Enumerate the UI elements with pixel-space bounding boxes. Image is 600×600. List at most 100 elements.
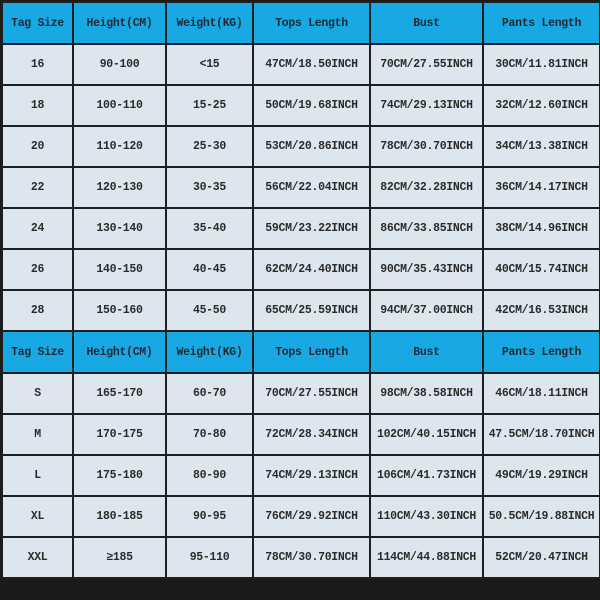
cell-weight: <15 xyxy=(165,43,254,86)
header-height: Height(CM) xyxy=(72,330,167,374)
header-tops-length: Tops Length xyxy=(252,1,371,45)
cell-tag-size: 26 xyxy=(1,248,74,291)
cell-tops-length: 76CM/29.92INCH xyxy=(252,495,371,538)
cell-bust: 98CM/38.58INCH xyxy=(369,372,484,415)
cell-pants-length: 50.5CM/19.88INCH xyxy=(482,495,600,538)
cell-weight: 95-110 xyxy=(165,536,254,579)
cell-weight: 90-95 xyxy=(165,495,254,538)
cell-bust: 90CM/35.43INCH xyxy=(369,248,484,291)
cell-tops-length: 74CM/29.13INCH xyxy=(252,454,371,497)
header-pants-length: Pants Length xyxy=(482,330,600,374)
header-tag-size: Tag Size xyxy=(1,330,74,374)
adult-header-row: Tag Size Height(CM) Weight(KG) Tops Length B… xyxy=(1,330,600,374)
cell-tag-size: L xyxy=(1,454,74,497)
cell-weight: 35-40 xyxy=(165,207,254,250)
header-weight: Weight(KG) xyxy=(165,1,254,45)
cell-height: 100-110 xyxy=(72,84,167,127)
cell-tag-size: M xyxy=(1,413,74,456)
header-tops-length: Tops Length xyxy=(252,330,371,374)
cell-tops-length: 72CM/28.34INCH xyxy=(252,413,371,456)
cell-height: ≥185 xyxy=(72,536,167,579)
table-row: 26 140-150 40-45 62CM/24.40INCH 90CM/35.43IN… xyxy=(1,248,600,291)
size-table: Tag Size Height(CM) Weight(KG) Tops Length B… xyxy=(1,1,600,579)
cell-height: 170-175 xyxy=(72,413,167,456)
cell-tops-length: 70CM/27.55INCH xyxy=(252,372,371,415)
cell-pants-length: 42CM/16.53INCH xyxy=(482,289,600,332)
cell-bust: 86CM/33.85INCH xyxy=(369,207,484,250)
cell-bust: 114CM/44.88INCH xyxy=(369,536,484,579)
cell-height: 175-180 xyxy=(72,454,167,497)
cell-bust: 78CM/30.70INCH xyxy=(369,125,484,168)
cell-bust: 102CM/40.15INCH xyxy=(369,413,484,456)
table-row: 16 90-100 <15 47CM/18.50INCH 70CM/27.55INCH 3… xyxy=(1,43,600,86)
cell-tag-size: 16 xyxy=(1,43,74,86)
cell-tag-size: 24 xyxy=(1,207,74,250)
cell-pants-length: 52CM/20.47INCH xyxy=(482,536,600,579)
table-row: 20 110-120 25-30 53CM/20.86INCH 78CM/30.70IN… xyxy=(1,125,600,168)
header-height: Height(CM) xyxy=(72,1,167,45)
table-row: 18 100-110 15-25 50CM/19.68INCH 74CM/29.13IN… xyxy=(1,84,600,127)
cell-height: 180-185 xyxy=(72,495,167,538)
header-pants-length: Pants Length xyxy=(482,1,600,45)
cell-tops-length: 53CM/20.86INCH xyxy=(252,125,371,168)
cell-pants-length: 49CM/19.29INCH xyxy=(482,454,600,497)
cell-height: 90-100 xyxy=(72,43,167,86)
cell-bust: 94CM/37.00INCH xyxy=(369,289,484,332)
cell-weight: 25-30 xyxy=(165,125,254,168)
cell-tag-size: XL xyxy=(1,495,74,538)
cell-tops-length: 50CM/19.68INCH xyxy=(252,84,371,127)
cell-weight: 15-25 xyxy=(165,84,254,127)
table-row: XL 180-185 90-95 76CM/29.92INCH 110CM/43.30I… xyxy=(1,495,600,538)
cell-tops-length: 47CM/18.50INCH xyxy=(252,43,371,86)
cell-tag-size: 20 xyxy=(1,125,74,168)
cell-pants-length: 32CM/12.60INCH xyxy=(482,84,600,127)
header-tag-size: Tag Size xyxy=(1,1,74,45)
cell-height: 120-130 xyxy=(72,166,167,209)
cell-bust: 70CM/27.55INCH xyxy=(369,43,484,86)
cell-pants-length: 30CM/11.81INCH xyxy=(482,43,600,86)
table-row: 28 150-160 45-50 65CM/25.59INCH 94CM/37.00IN… xyxy=(1,289,600,332)
cell-height: 130-140 xyxy=(72,207,167,250)
cell-pants-length: 38CM/14.96INCH xyxy=(482,207,600,250)
cell-height: 110-120 xyxy=(72,125,167,168)
cell-tag-size: 28 xyxy=(1,289,74,332)
cell-bust: 74CM/29.13INCH xyxy=(369,84,484,127)
kids-header-row: Tag Size Height(CM) Weight(KG) Tops Length B… xyxy=(1,1,600,45)
cell-bust: 106CM/41.73INCH xyxy=(369,454,484,497)
cell-tag-size: S xyxy=(1,372,74,415)
cell-tag-size: 22 xyxy=(1,166,74,209)
header-bust: Bust xyxy=(369,330,484,374)
cell-pants-length: 34CM/13.38INCH xyxy=(482,125,600,168)
cell-weight: 40-45 xyxy=(165,248,254,291)
cell-height: 165-170 xyxy=(72,372,167,415)
cell-pants-length: 36CM/14.17INCH xyxy=(482,166,600,209)
cell-height: 140-150 xyxy=(72,248,167,291)
table-row: S 165-170 60-70 70CM/27.55INCH 98CM/38.58INC… xyxy=(1,372,600,415)
table-row: 22 120-130 30-35 56CM/22.04INCH 82CM/32.28IN… xyxy=(1,166,600,209)
cell-pants-length: 46CM/18.11INCH xyxy=(482,372,600,415)
cell-pants-length: 47.5CM/18.70INCH xyxy=(482,413,600,456)
header-bust: Bust xyxy=(369,1,484,45)
cell-tops-length: 56CM/22.04INCH xyxy=(252,166,371,209)
cell-tops-length: 59CM/23.22INCH xyxy=(252,207,371,250)
cell-weight: 80-90 xyxy=(165,454,254,497)
cell-height: 150-160 xyxy=(72,289,167,332)
cell-tops-length: 62CM/24.40INCH xyxy=(252,248,371,291)
cell-weight: 60-70 xyxy=(165,372,254,415)
cell-tag-size: XXL xyxy=(1,536,74,579)
cell-pants-length: 40CM/15.74INCH xyxy=(482,248,600,291)
table-row: M 170-175 70-80 72CM/28.34INCH 102CM/40.15IN… xyxy=(1,413,600,456)
cell-bust: 110CM/43.30INCH xyxy=(369,495,484,538)
cell-tops-length: 78CM/30.70INCH xyxy=(252,536,371,579)
cell-weight: 45-50 xyxy=(165,289,254,332)
table-row: L 175-180 80-90 74CM/29.13INCH 106CM/41.73IN… xyxy=(1,454,600,497)
table-row: 24 130-140 35-40 59CM/23.22INCH 86CM/33.85IN… xyxy=(1,207,600,250)
cell-weight: 30-35 xyxy=(165,166,254,209)
header-weight: Weight(KG) xyxy=(165,330,254,374)
table-row: XXL ≥185 95-110 78CM/30.70INCH 114CM/44.88IN… xyxy=(1,536,600,579)
cell-bust: 82CM/32.28INCH xyxy=(369,166,484,209)
cell-tag-size: 18 xyxy=(1,84,74,127)
cell-weight: 70-80 xyxy=(165,413,254,456)
cell-tops-length: 65CM/25.59INCH xyxy=(252,289,371,332)
